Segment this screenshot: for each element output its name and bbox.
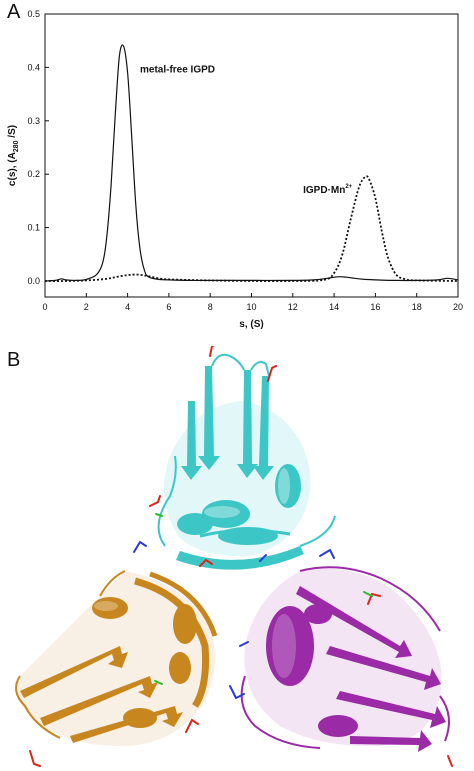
structure-element xyxy=(204,506,240,518)
structure-element xyxy=(149,571,218,637)
structure-element xyxy=(199,528,291,538)
protein-structure-illustration xyxy=(15,346,453,767)
structure-element xyxy=(155,513,163,517)
structure-element xyxy=(240,675,321,749)
x-tick-label: 20 xyxy=(453,302,463,312)
annotation-igpd-mn-main: IGPD·Mn xyxy=(303,185,345,196)
structure-element xyxy=(299,566,441,632)
y-tick-label: 0.4 xyxy=(27,62,40,72)
y-axis-label-end: /S) xyxy=(7,125,18,141)
structure-element xyxy=(209,346,216,357)
ligand-sticks xyxy=(29,346,453,767)
y-tick-label: 0.2 xyxy=(27,169,40,179)
y-axis-label: c(s), (A280 /S) xyxy=(7,125,20,186)
x-tick-label: 10 xyxy=(246,302,256,312)
structure-element xyxy=(318,715,358,737)
structure-element xyxy=(267,365,277,382)
x-axis-label: s, (S) xyxy=(239,319,263,330)
structure-element xyxy=(229,685,245,700)
panel-label-b: B xyxy=(7,349,21,371)
structure-element xyxy=(134,577,209,708)
structure-element xyxy=(185,718,199,733)
structure-element xyxy=(181,401,202,480)
y-tick-label: 0.0 xyxy=(27,276,40,286)
structure-element xyxy=(259,554,267,562)
annotation-metal-free: metal-free IGPD xyxy=(140,65,215,76)
structure-element xyxy=(94,601,118,611)
structure-element xyxy=(169,652,191,684)
structure-element xyxy=(250,361,270,377)
x-tick-label: 8 xyxy=(208,302,213,312)
structure-element xyxy=(367,592,381,605)
plot-frame xyxy=(44,13,459,298)
structure-element xyxy=(253,376,274,480)
x-tick-label: 4 xyxy=(125,302,130,312)
structure-element xyxy=(202,500,250,528)
x-tick-label: 0 xyxy=(42,302,47,312)
y-tick-label: 0.1 xyxy=(27,223,40,233)
y-tick-label: 0.5 xyxy=(27,9,40,19)
structure-element xyxy=(20,646,128,698)
x-tick-label: 2 xyxy=(84,302,89,312)
structure-element xyxy=(133,540,147,553)
structure-element xyxy=(211,353,245,371)
chart-ticks: 0 2 4 6 8 10 12 14 16 18 20 0.0 0.1 0.2 0.3 0.4 0.5 xyxy=(27,9,463,312)
structure-element xyxy=(29,750,41,767)
subunit-top-cyan xyxy=(157,353,336,570)
x-tick-label: 16 xyxy=(370,302,380,312)
y-tick-label: 0.3 xyxy=(27,116,40,126)
structure-element xyxy=(173,604,197,644)
y-axis-label-sub: 280 xyxy=(13,140,20,152)
panel-label-a: A xyxy=(7,1,21,23)
structure-element xyxy=(123,708,157,728)
structure-element xyxy=(296,586,412,658)
subunit-right-magenta xyxy=(240,566,450,752)
chart-axes xyxy=(44,13,459,298)
series-line-solid xyxy=(44,44,459,282)
structure-element xyxy=(326,646,441,690)
annotation-igpd-mn-sup: 2+ xyxy=(345,184,352,190)
x-tick-label: 6 xyxy=(166,302,171,312)
structure-element xyxy=(278,468,290,504)
structure-element xyxy=(92,597,128,619)
series-line-dotted xyxy=(44,175,459,283)
structure-element xyxy=(237,370,258,478)
structure-element xyxy=(15,675,61,739)
structure-element xyxy=(239,641,249,647)
subunit-left-orange xyxy=(15,570,218,747)
structure-element xyxy=(299,515,336,547)
structure-element xyxy=(40,676,158,726)
structure-element xyxy=(272,614,296,678)
chart-labels: s, (S) c(s), (A280 /S) metal-free IGPD I… xyxy=(7,65,353,330)
x-tick-label: 18 xyxy=(412,302,422,312)
structure-element xyxy=(363,591,373,597)
structure-element xyxy=(266,606,314,686)
structure-element xyxy=(439,695,450,742)
structure-element xyxy=(177,513,213,535)
structure-element xyxy=(154,680,163,685)
y-axis-label-main: c(s), (A xyxy=(7,152,18,186)
structure-element xyxy=(157,455,177,547)
structure-element xyxy=(149,495,161,507)
annotation-igpd-mn: IGPD·Mn2+ xyxy=(303,184,353,196)
structure-element xyxy=(447,755,453,767)
x-tick-label: 14 xyxy=(329,302,339,312)
sedimentation-chart: 0 2 4 6 8 10 12 14 16 18 20 0.0 0.1 0.2 0.3 0.4 0.5 s, (… xyxy=(7,9,463,330)
structure-element xyxy=(319,548,335,559)
structure-element xyxy=(99,570,126,597)
x-tick-label: 12 xyxy=(288,302,298,312)
structure-element xyxy=(350,730,432,752)
structure-element xyxy=(336,691,446,728)
structure-element xyxy=(198,366,220,470)
structure-element xyxy=(176,546,304,570)
structure-element xyxy=(275,464,301,508)
structure-element xyxy=(199,558,213,567)
chart-series xyxy=(44,44,459,283)
